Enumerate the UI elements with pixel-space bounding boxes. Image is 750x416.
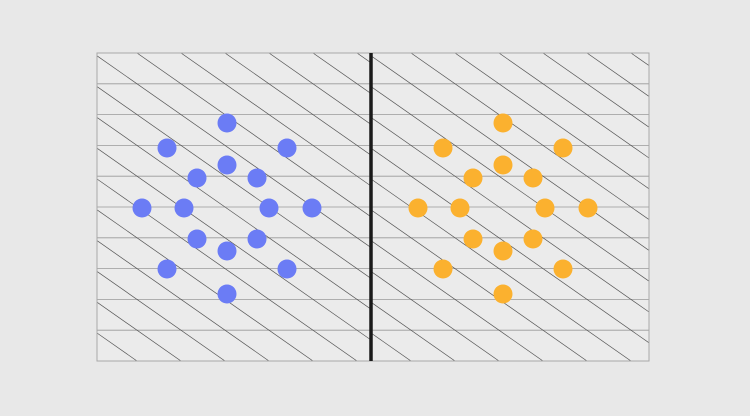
orange-dot <box>450 198 470 218</box>
diagonal-line <box>268 53 371 125</box>
blue-dot <box>247 229 267 249</box>
blue-dot <box>302 198 322 218</box>
blue-dot <box>247 168 267 188</box>
orange-dot <box>463 168 483 188</box>
blue-dot <box>259 198 279 218</box>
diagonal-line <box>136 53 371 218</box>
orange-dot <box>433 259 453 279</box>
blue-dot <box>217 284 237 304</box>
blue-dot <box>217 113 237 133</box>
orange-dot <box>493 113 513 133</box>
orange-dot <box>578 198 598 218</box>
diagonal-line <box>371 270 500 361</box>
diagonal-line <box>675 53 750 361</box>
diagonal-line <box>97 116 371 310</box>
blue-dot <box>217 155 237 175</box>
diagonal-line <box>371 301 456 361</box>
blue-dot <box>157 259 177 279</box>
blue-dot <box>187 229 207 249</box>
orange-dot <box>523 168 543 188</box>
orange-dot <box>493 155 513 175</box>
diagonal-line <box>97 301 182 361</box>
orange-dot <box>523 229 543 249</box>
diagonal-line <box>97 209 314 361</box>
diagonal-line <box>454 53 649 190</box>
blue-dot <box>277 259 297 279</box>
blue-dot <box>132 198 152 218</box>
diagonal-line <box>371 116 649 313</box>
orange-dot <box>408 198 428 218</box>
diagonal-line <box>498 53 649 159</box>
blue-dot <box>187 168 207 188</box>
diagonal-line <box>224 53 371 156</box>
orange-dot <box>433 138 453 158</box>
panel-border <box>96 52 650 362</box>
orange-dot <box>463 229 483 249</box>
orange-dot <box>553 259 573 279</box>
orange-dot <box>493 284 513 304</box>
orange-dot <box>535 198 555 218</box>
diagonal-line <box>97 240 270 361</box>
blue-dot <box>277 138 297 158</box>
dots <box>132 113 598 304</box>
orange-dot <box>493 241 513 261</box>
right-grid <box>371 53 750 361</box>
blue-dot <box>174 198 194 218</box>
diagonal-line <box>97 270 226 361</box>
diagonal-line <box>410 53 649 221</box>
diagonal-line <box>371 209 588 361</box>
blue-dot <box>157 138 177 158</box>
blue-dot <box>217 241 237 261</box>
diagonal-line <box>180 53 371 187</box>
orange-dot <box>553 138 573 158</box>
diagonal-line <box>542 53 649 128</box>
diagonal-line <box>371 240 544 361</box>
